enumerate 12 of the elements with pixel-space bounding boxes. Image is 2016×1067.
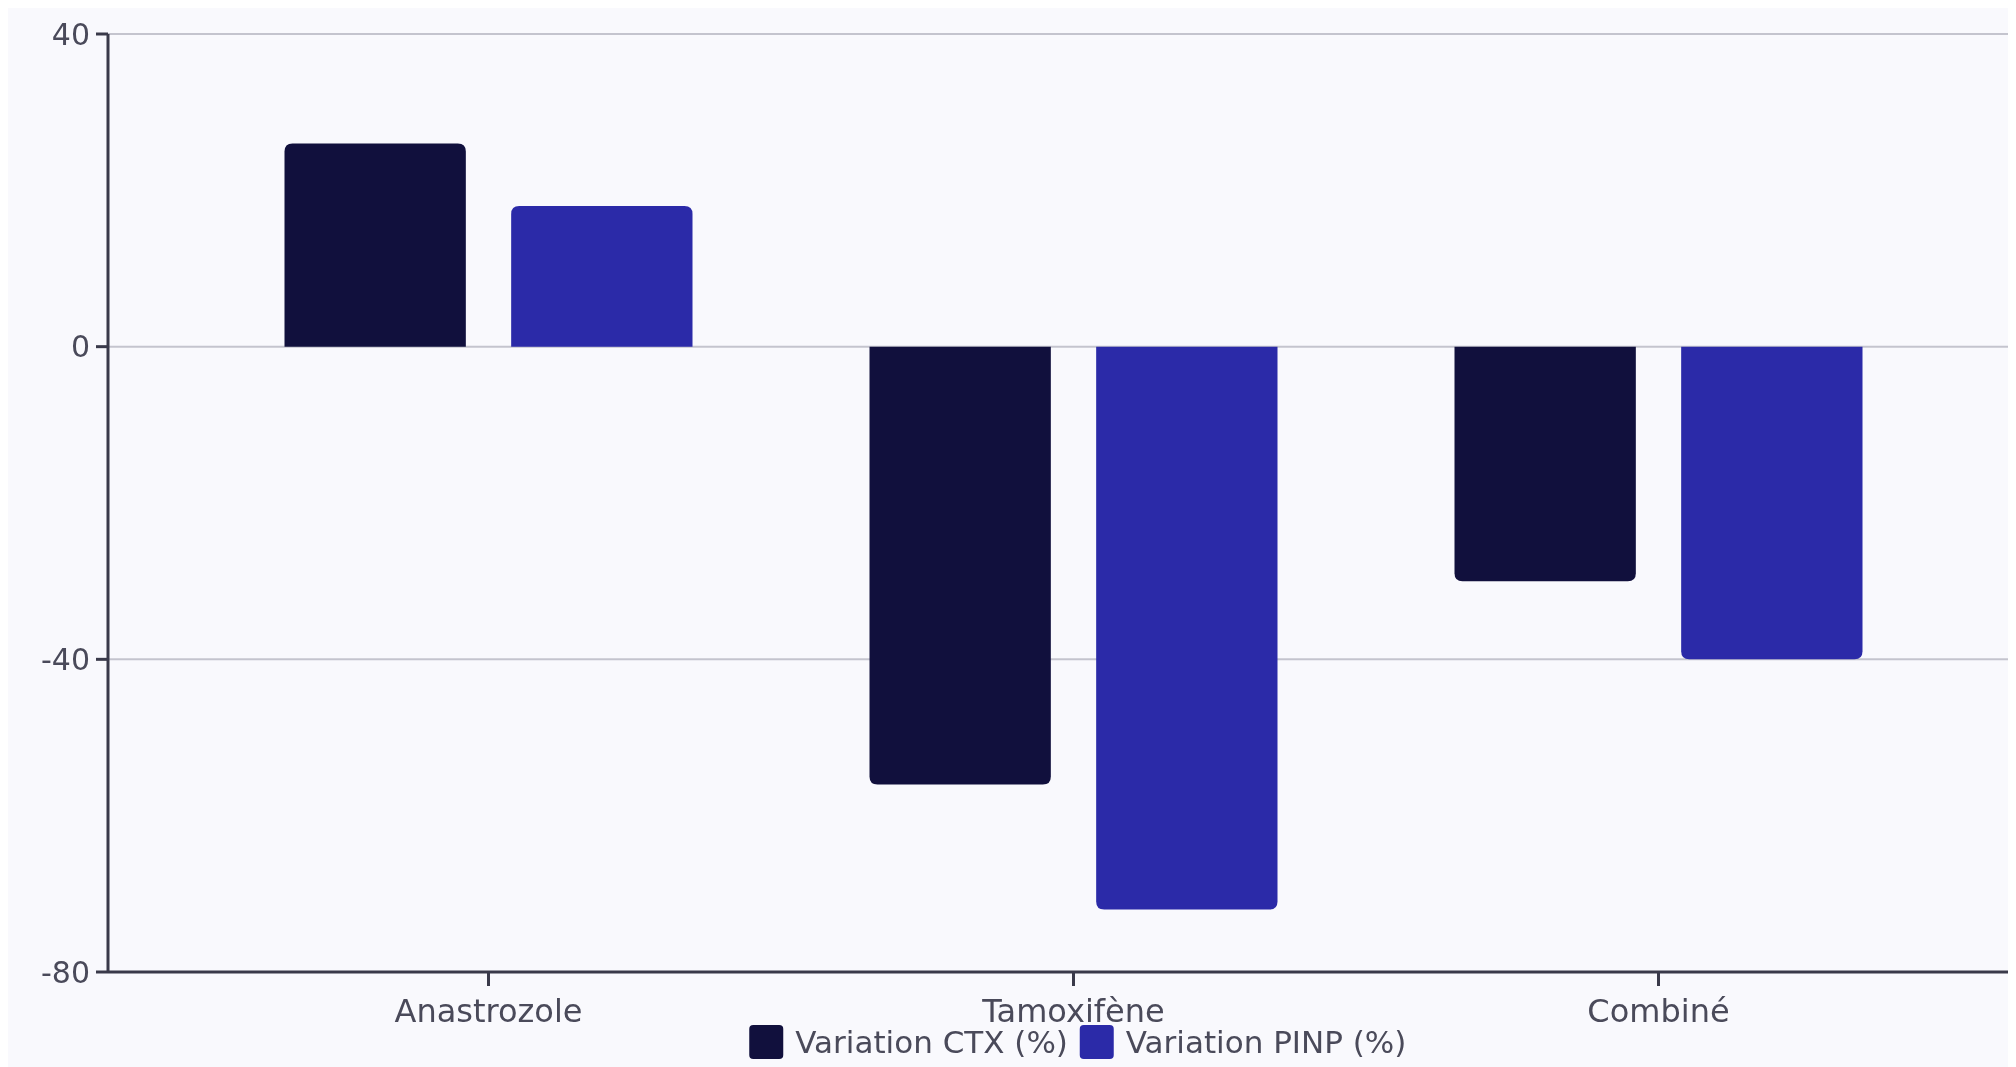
bar [1096, 346, 1278, 910]
bar [284, 143, 466, 347]
y-tick-label: 0 [70, 329, 90, 365]
bar [1681, 346, 1863, 660]
x-tick-label: Combiné [1587, 992, 1730, 1030]
bar [1454, 346, 1636, 582]
bar [511, 205, 693, 347]
x-tick-label: Anastrozole [394, 992, 583, 1030]
y-tick-label: -80 [41, 954, 90, 990]
y-tick-label: -40 [41, 641, 90, 677]
y-tick-label: 40 [51, 16, 90, 52]
bar [869, 346, 1051, 785]
